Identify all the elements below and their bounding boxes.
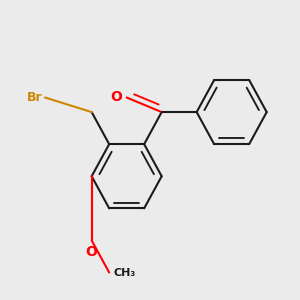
Text: Br: Br [26, 91, 42, 104]
Text: O: O [86, 245, 98, 259]
Text: O: O [110, 91, 122, 104]
Text: CH₃: CH₃ [113, 268, 136, 278]
